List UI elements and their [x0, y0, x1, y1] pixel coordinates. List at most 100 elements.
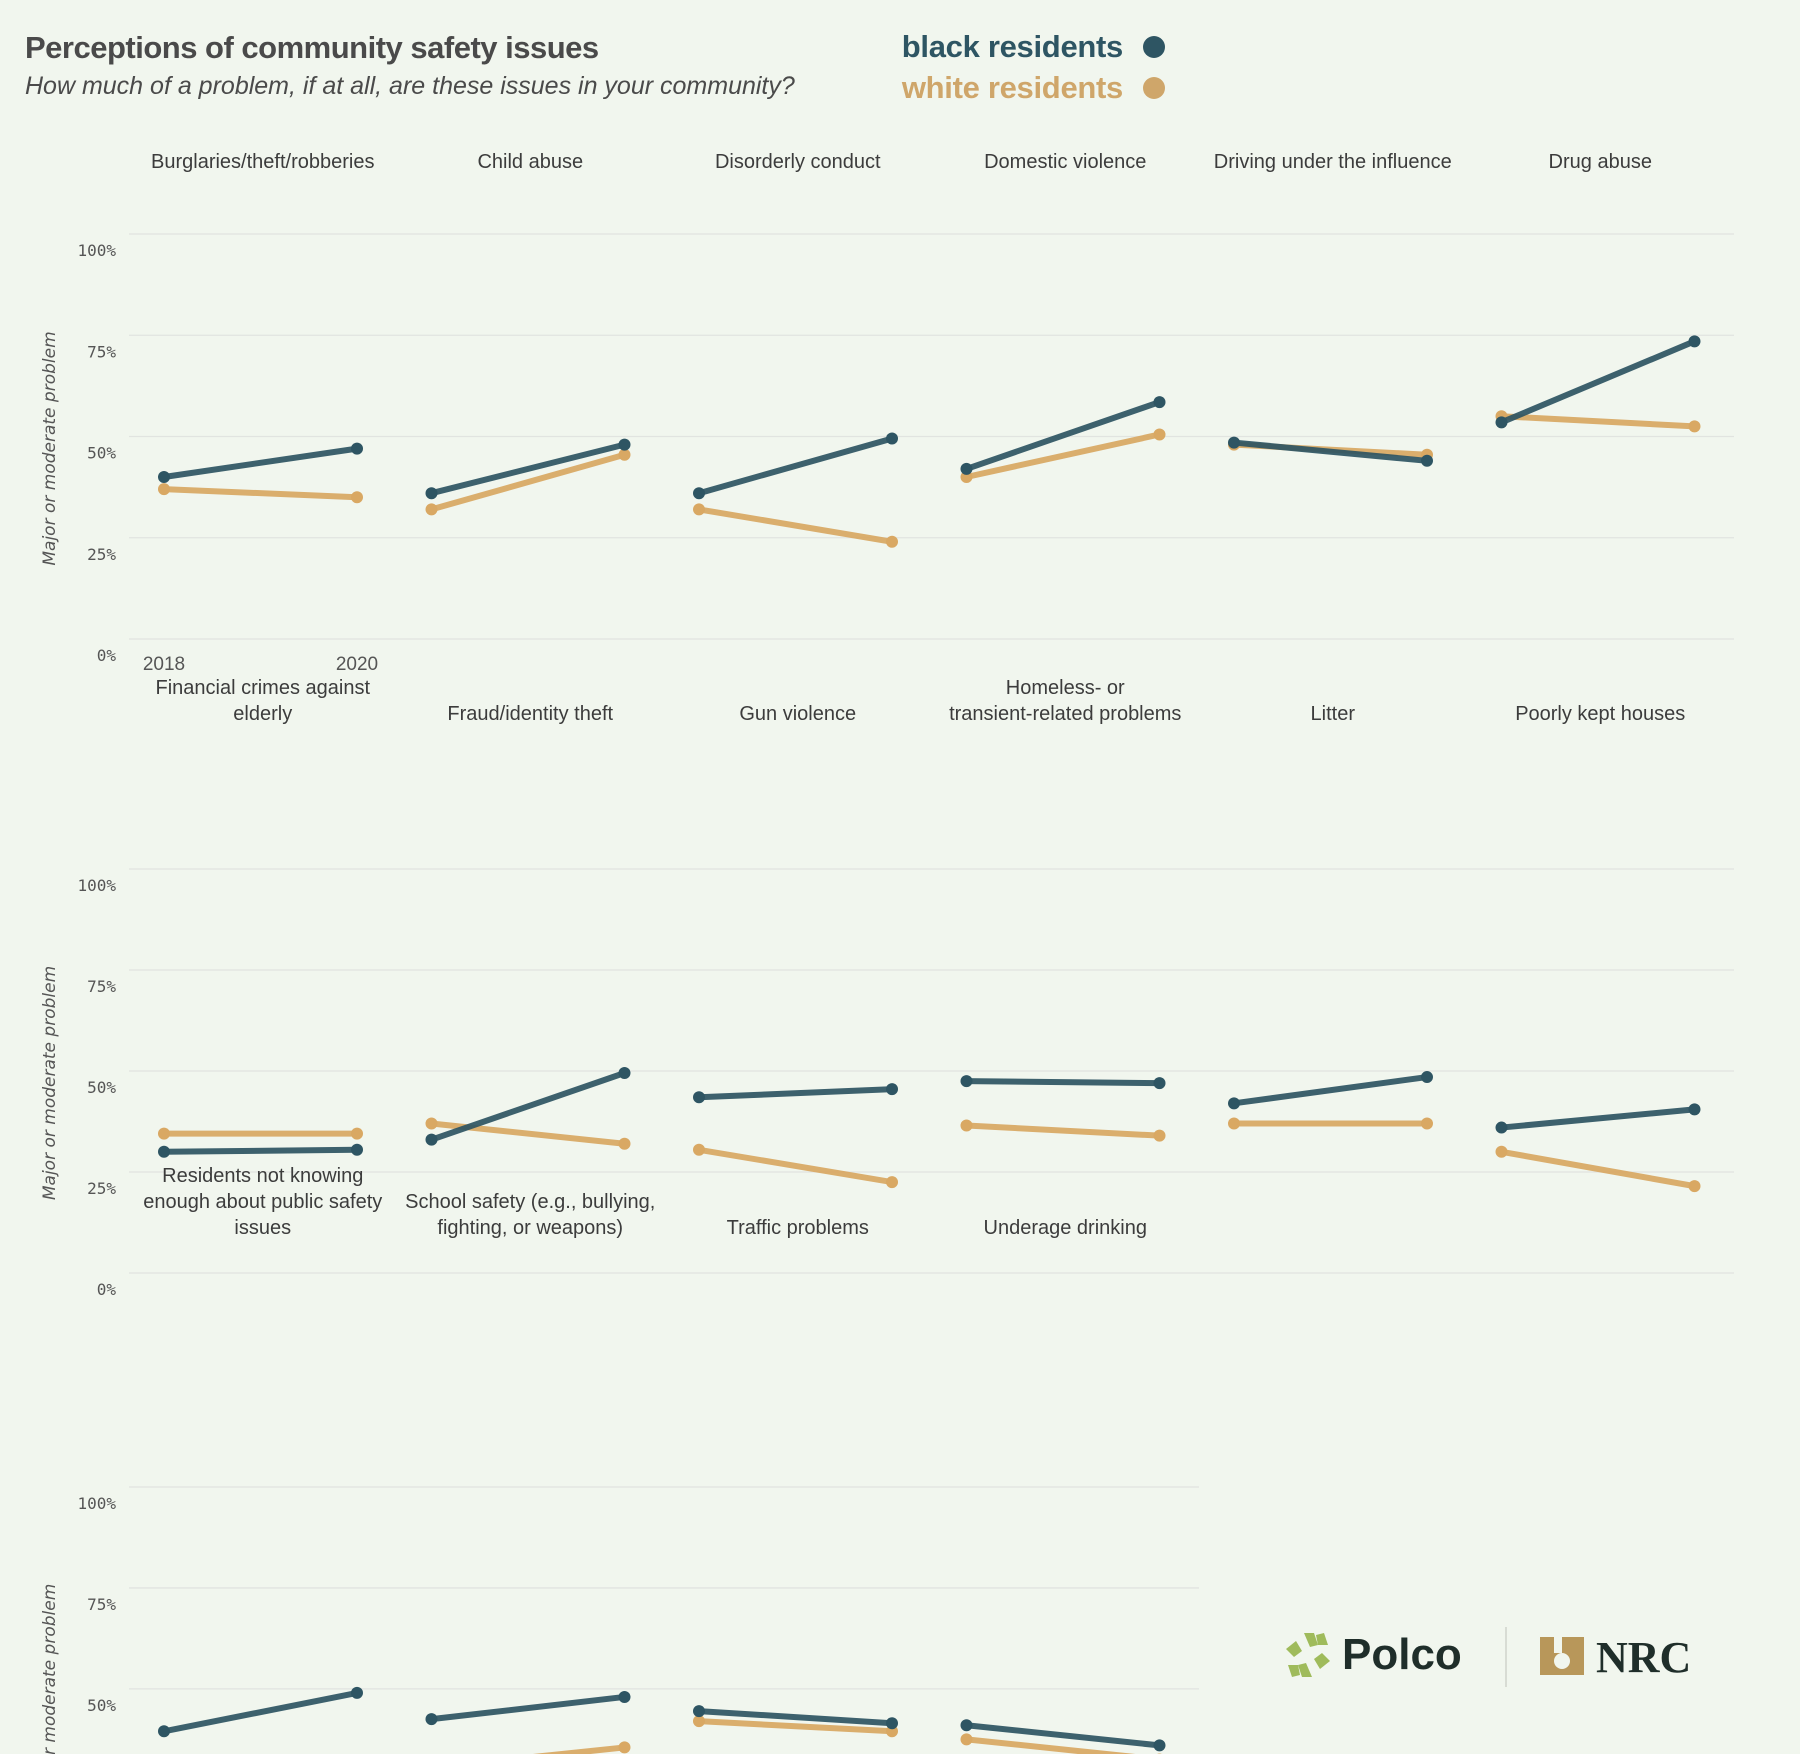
legend-item-black: black residents	[898, 26, 1165, 67]
black-point-2018	[1228, 436, 1240, 449]
logo-area: Polco NRC	[1280, 1615, 1700, 1695]
chart-title: Perceptions of community safety issues	[25, 30, 599, 65]
nrc-logo-text: NRC	[1596, 1633, 1691, 1682]
panel: Disorderly conduct	[693, 151, 898, 548]
panel: Gun violence	[693, 703, 898, 1189]
black-series-line	[428, 441, 628, 497]
legend: black residents white residents	[898, 26, 1165, 108]
panel-title: Disorderly conduct	[715, 151, 881, 173]
white-series-line	[963, 431, 1163, 480]
white-point-2020	[618, 448, 631, 461]
black-point-2018	[1495, 1121, 1508, 1134]
panel: Child abuse	[425, 151, 631, 516]
white-series-line	[161, 486, 360, 501]
black-point-2020	[1421, 454, 1433, 467]
y-tick-label: 75%	[87, 342, 116, 361]
black-point-2018	[425, 1713, 438, 1726]
y-tick-label: 25%	[87, 1179, 116, 1198]
panel-title: transient-related problems	[949, 703, 1181, 725]
panel-title: Homeless- or	[1006, 677, 1125, 699]
black-point-2020	[1153, 1739, 1166, 1752]
white-point-2020	[1153, 428, 1166, 441]
white-point-2020	[1153, 1129, 1166, 1142]
white-point-2018	[693, 503, 705, 516]
panel: Homeless- or transient-related problems	[949, 677, 1181, 1142]
black-series-line	[963, 1722, 1163, 1749]
black-point-2018	[960, 1075, 973, 1088]
panel-title: issues	[234, 1217, 291, 1239]
black-series-line	[161, 1689, 360, 1735]
panel-title: Traffic problems	[727, 1217, 869, 1239]
panel: Driving under the influence	[1214, 151, 1452, 467]
y-tick-label: 50%	[87, 1696, 116, 1715]
black-point-2018	[960, 1719, 973, 1732]
legend-label-black: black residents	[901, 28, 1124, 64]
panel: Domestic violence	[960, 151, 1166, 483]
black-point-2018	[158, 1725, 170, 1738]
black-series-line	[696, 435, 895, 497]
panel: Traffic problems	[693, 1217, 898, 1738]
white-point-2018	[693, 1715, 705, 1728]
black-point-2020	[1421, 1071, 1433, 1084]
black-point-2020	[351, 442, 363, 455]
panel: Residents not knowing enough about public…	[143, 1165, 382, 1738]
panel-title: Driving under the influence	[1214, 151, 1452, 173]
panel-title: Underage drinking	[984, 1217, 1147, 1239]
y-axis-label: Major or moderate problem	[40, 966, 60, 1200]
y-tick-label: 75%	[87, 1595, 116, 1614]
chart-subtitle: How much of a problem, if at all, are th…	[25, 72, 795, 100]
panel-title: Child abuse	[477, 151, 583, 173]
black-series-line	[1498, 338, 1698, 426]
white-point-2020	[1688, 1180, 1701, 1193]
white-point-2018	[158, 1127, 170, 1140]
panel: Financial crimes against elderly	[155, 677, 370, 1158]
y-tick-label: 50%	[87, 1078, 116, 1097]
y-tick-label: 100%	[77, 1494, 116, 1513]
legend-item-white: white residents	[898, 67, 1165, 108]
white-series-line	[428, 451, 628, 513]
y-tick-label: 50%	[87, 444, 116, 463]
black-point-2020	[618, 438, 631, 451]
white-point-2020	[618, 1741, 631, 1754]
panel-title: Litter	[1311, 703, 1356, 725]
panel: School safety (e.g., bullying, fighting, …	[405, 1191, 655, 1754]
white-point-2018	[425, 503, 438, 516]
polco-logo-text: Polco	[1342, 1630, 1462, 1679]
legend-dot-white	[1143, 76, 1165, 99]
black-series-line	[1231, 1074, 1430, 1107]
legend-dot-black	[1143, 35, 1165, 58]
black-point-2018	[1228, 1097, 1240, 1110]
white-series-line	[532, 1744, 628, 1754]
black-point-2018	[960, 462, 973, 475]
panel-title: Gun violence	[739, 703, 856, 725]
y-tick-label: 100%	[77, 241, 116, 260]
black-point-2018	[425, 487, 438, 500]
white-point-2018	[1228, 1117, 1240, 1130]
white-point-2020	[1421, 1117, 1433, 1130]
panel-title: Poorly kept houses	[1515, 703, 1685, 725]
black-series-line	[696, 1708, 895, 1727]
y-tick-label: 25%	[87, 545, 116, 564]
black-point-2020	[618, 1690, 631, 1703]
white-point-2018	[693, 1143, 705, 1156]
white-series-line	[696, 1146, 895, 1186]
black-point-2018	[158, 471, 170, 483]
panel-title: Burglaries/theft/robberies	[151, 151, 374, 173]
black-point-2020	[618, 1067, 631, 1080]
panel-title: Residents not knowing	[162, 1165, 363, 1187]
black-point-2020	[351, 1686, 363, 1699]
panel: Fraud/identity theft	[425, 703, 631, 1150]
white-point-2020	[886, 535, 898, 548]
black-point-2020	[886, 432, 898, 445]
white-series-line	[696, 1718, 895, 1735]
x-tick-label: 2018	[143, 654, 185, 675]
panel-title: fighting, or weapons)	[437, 1217, 623, 1239]
panel-title: elderly	[233, 703, 292, 725]
black-point-2018	[693, 487, 705, 500]
polco-logo-icon	[1286, 1633, 1330, 1677]
black-series-line	[428, 1693, 628, 1723]
white-series-line	[1498, 413, 1698, 430]
black-point-2020	[886, 1083, 898, 1096]
x-tick-label: 2020	[336, 654, 378, 675]
panel: Poorly kept houses	[1495, 703, 1701, 1193]
